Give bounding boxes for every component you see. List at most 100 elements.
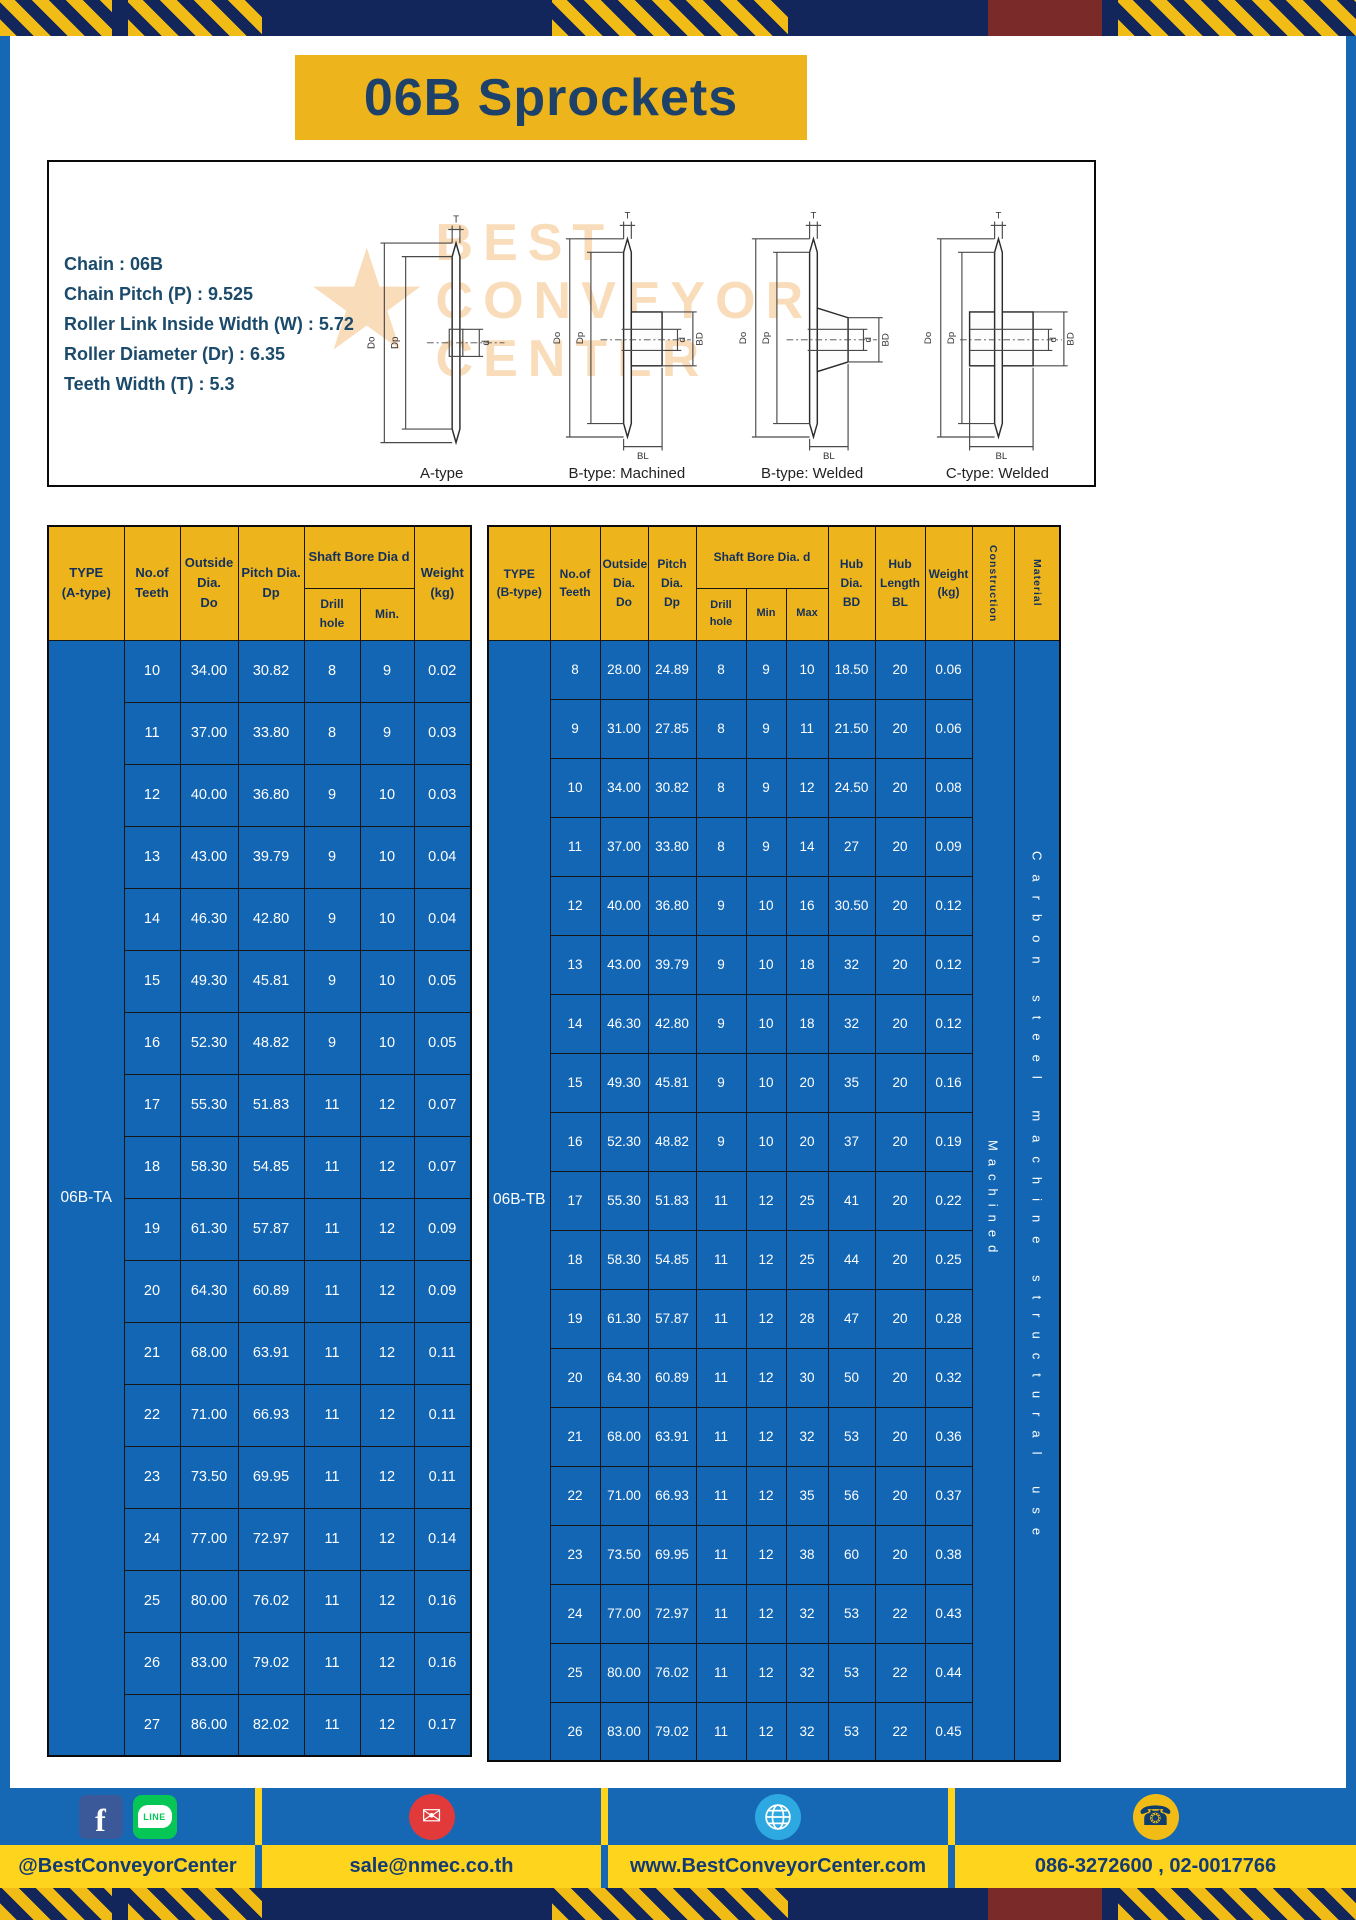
table-row: 18 58.30 54.85 11 12 25 44 20 0.25 bbox=[488, 1229, 1060, 1290]
data-cell: 0.25 bbox=[924, 1229, 973, 1290]
data-cell: 0.11 bbox=[413, 1321, 472, 1385]
data-cell: 8 bbox=[695, 698, 747, 759]
construction-cell: Machined bbox=[971, 639, 1015, 1762]
table-a: TYPE (A-type) No.of Teeth Outside Dia. D… bbox=[47, 525, 472, 1757]
data-cell: 32 bbox=[785, 1406, 829, 1467]
data-cell: 24 bbox=[123, 1507, 181, 1571]
footer-section-phone: 086-3272600 , 02-0017766 bbox=[955, 1845, 1356, 1888]
data-cell: 12 bbox=[359, 1631, 415, 1695]
data-cell: 9 bbox=[745, 639, 787, 700]
facebook-handle[interactable]: @BestConveyorCenter bbox=[18, 1855, 237, 1877]
sprocket-drawing-b-welded-icon: T Do Dp d bbox=[738, 211, 891, 462]
data-cell: 0.14 bbox=[413, 1507, 472, 1571]
data-cell: 20 bbox=[874, 698, 926, 759]
data-cell: 11 bbox=[695, 1465, 747, 1526]
data-cell: 0.11 bbox=[413, 1383, 472, 1447]
data-cell: 8 bbox=[549, 639, 601, 700]
email-address[interactable]: sale@nmec.co.th bbox=[349, 1855, 514, 1877]
phone-numbers[interactable]: 086-3272600 , 02-0017766 bbox=[1034, 1855, 1277, 1877]
data-cell: 10 bbox=[549, 757, 601, 818]
table-row: 12 40.00 36.80 9 10 0.03 bbox=[48, 763, 472, 827]
table-row: 9 31.00 27.85 8 9 11 21.50 20 0.06 bbox=[488, 698, 1060, 759]
data-cell: 12 bbox=[359, 1197, 415, 1261]
phone-icon[interactable]: ☎ bbox=[1132, 1793, 1179, 1840]
data-cell: 11 bbox=[695, 1524, 747, 1585]
col-header-outside-dia: Outside Dia. Do bbox=[179, 525, 239, 641]
data-cell: 10 bbox=[359, 887, 415, 951]
data-cell: 35 bbox=[785, 1465, 829, 1526]
data-cell: 13 bbox=[123, 825, 181, 889]
data-cell: 15 bbox=[123, 949, 181, 1013]
data-cell: 8 bbox=[303, 639, 361, 703]
dim-label-d: d bbox=[1048, 337, 1059, 342]
data-cell: 20 bbox=[785, 1052, 829, 1113]
data-cell: 20 bbox=[874, 1052, 926, 1113]
spec-line: Chain : 06B bbox=[64, 254, 164, 274]
data-cell: 0.05 bbox=[413, 1011, 472, 1075]
data-cell: 32 bbox=[785, 1701, 829, 1762]
data-cell: 11 bbox=[303, 1259, 361, 1323]
data-cell: 11 bbox=[785, 698, 829, 759]
globe-icon[interactable] bbox=[755, 1793, 801, 1840]
data-cell: 45.81 bbox=[647, 1052, 697, 1113]
data-cell: 69.95 bbox=[237, 1445, 305, 1509]
col-header-min: Min bbox=[745, 587, 787, 641]
data-cell: 0.04 bbox=[413, 887, 472, 951]
data-cell: 12 bbox=[359, 1445, 415, 1509]
website-url[interactable]: www.BestConveyorCenter.com bbox=[629, 1855, 926, 1877]
data-cell: 20 bbox=[874, 934, 926, 995]
data-cell: 20 bbox=[874, 1524, 926, 1585]
data-cell: 10 bbox=[359, 1011, 415, 1075]
col-header-shaft-bore: Shaft Bore Dia. d bbox=[695, 525, 829, 589]
data-cell: 25 bbox=[785, 1229, 829, 1290]
data-cell: 0.12 bbox=[924, 934, 973, 995]
footer-section-social: f LINE bbox=[0, 1788, 262, 1845]
data-cell: 72.97 bbox=[647, 1583, 697, 1644]
col-header-type: TYPE (B-type) bbox=[487, 525, 551, 641]
mail-icon[interactable]: ✉ bbox=[408, 1793, 455, 1840]
data-cell: 10 bbox=[745, 993, 787, 1054]
footer-section-website bbox=[608, 1788, 955, 1845]
data-cell: 39.79 bbox=[237, 825, 305, 889]
table-row: 26 83.00 79.02 11 12 0.16 bbox=[48, 1631, 472, 1695]
data-cell: 10 bbox=[359, 825, 415, 889]
dim-label-bd: BD bbox=[695, 332, 706, 345]
facebook-icon[interactable]: f bbox=[78, 1794, 123, 1839]
data-cell: 21 bbox=[549, 1406, 601, 1467]
spec-line: Roller Link Inside Width (W) : 5.72 bbox=[64, 314, 354, 334]
dim-label-dp: Dp bbox=[576, 332, 587, 344]
data-cell: 9 bbox=[745, 816, 787, 877]
data-cell: 9 bbox=[695, 1052, 747, 1113]
data-cell: 10 bbox=[745, 1052, 787, 1113]
col-header-min: Min. bbox=[359, 587, 415, 641]
table-row: 20 64.30 60.89 11 12 0.09 bbox=[48, 1259, 472, 1323]
data-cell: 16 bbox=[549, 1111, 601, 1172]
table-row: 11 37.00 33.80 8 9 14 27 20 0.09 bbox=[488, 816, 1060, 877]
data-cell: 11 bbox=[695, 1642, 747, 1703]
data-cell: 12 bbox=[745, 1465, 787, 1526]
data-cell: 61.30 bbox=[599, 1288, 649, 1349]
data-cell: 10 bbox=[785, 639, 829, 700]
col-header-hub-dia: Hub Dia. BD bbox=[827, 525, 876, 641]
data-cell: 15 bbox=[549, 1052, 601, 1113]
data-cell: 9 bbox=[303, 887, 361, 951]
data-cell: 36.80 bbox=[237, 763, 305, 827]
line-icon[interactable]: LINE bbox=[132, 1794, 177, 1839]
data-cell: 12 bbox=[359, 1693, 415, 1757]
data-cell: 13 bbox=[549, 934, 601, 995]
table-row: 16 52.30 48.82 9 10 20 37 20 0.19 bbox=[488, 1111, 1060, 1172]
data-cell: 9 bbox=[359, 639, 415, 703]
data-cell: 76.02 bbox=[647, 1642, 697, 1703]
data-cell: 11 bbox=[695, 1347, 747, 1408]
data-cell: 0.09 bbox=[413, 1259, 472, 1323]
table-row: 14 46.30 42.80 9 10 0.04 bbox=[48, 887, 472, 951]
data-cell: 48.82 bbox=[647, 1111, 697, 1172]
data-cell: 42.80 bbox=[647, 993, 697, 1054]
table-row: 23 73.50 69.95 11 12 38 60 20 0.38 bbox=[488, 1524, 1060, 1585]
data-cell: 22 bbox=[123, 1383, 181, 1447]
table-row: 18 58.30 54.85 11 12 0.07 bbox=[48, 1135, 472, 1199]
data-cell: 61.30 bbox=[179, 1197, 239, 1261]
data-cell: 11 bbox=[549, 816, 601, 877]
col-header-pitch-dia: Pitch Dia. Dp bbox=[647, 525, 697, 641]
col-header-max: Max bbox=[785, 587, 829, 641]
